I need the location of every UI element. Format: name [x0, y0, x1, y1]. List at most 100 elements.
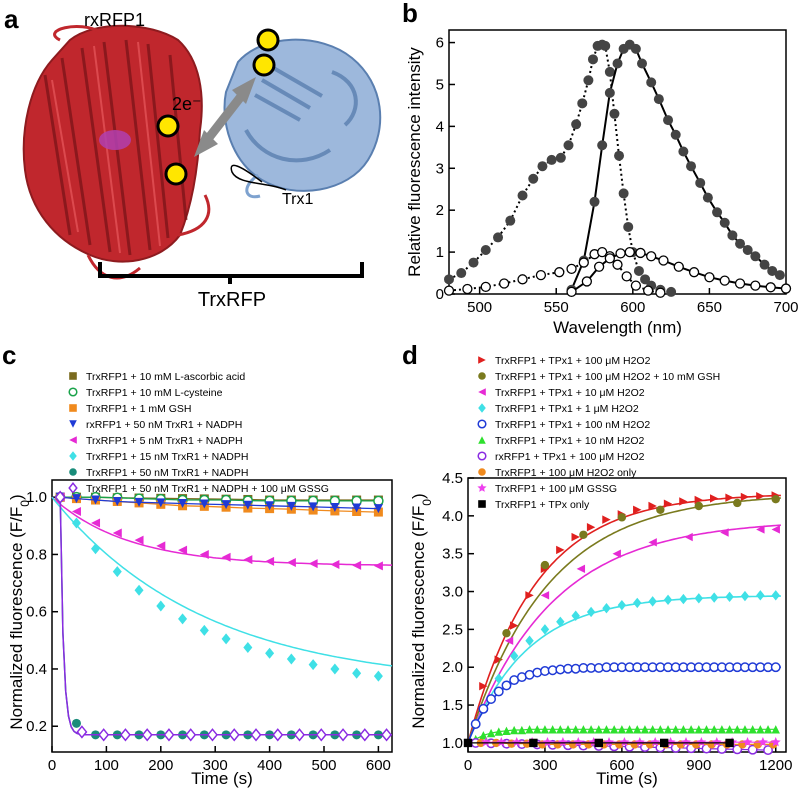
data-point — [478, 372, 486, 380]
x-axis-title: Wavelength (nm) — [553, 318, 682, 337]
series-markers — [55, 492, 383, 514]
data-point — [593, 261, 605, 272]
data-point — [617, 513, 627, 522]
data-point — [119, 728, 131, 742]
data-point — [725, 591, 734, 603]
y-tick-label: 3.0 — [442, 584, 463, 601]
trxrfp-label: TrxRFP — [198, 289, 266, 311]
x-tick-label: 650 — [697, 299, 722, 316]
data-point — [759, 259, 770, 270]
data-point — [486, 728, 496, 738]
data-point — [540, 591, 550, 600]
data-point — [265, 556, 275, 566]
data-point — [330, 559, 340, 569]
y-axis-title-subscript: 0 — [420, 499, 434, 506]
data-point — [748, 725, 757, 734]
data-point — [600, 40, 611, 51]
data-point — [719, 275, 730, 286]
data-point — [509, 725, 519, 735]
x-axis-title: Time (s) — [191, 769, 253, 788]
data-point — [221, 552, 231, 562]
data-point — [517, 725, 527, 735]
data-point — [112, 528, 122, 538]
data-point — [185, 728, 197, 742]
data-point — [537, 161, 548, 172]
data-point — [688, 267, 700, 278]
data-point — [581, 276, 593, 287]
y-tick-label: 3.5 — [442, 546, 463, 563]
data-point — [498, 278, 510, 289]
data-point — [373, 495, 384, 507]
legend-entry: rxRFP1 + TPx1 + 100 μM H2O2 — [495, 451, 645, 463]
data-point — [624, 246, 635, 258]
y-tick-label: 1.0 — [442, 735, 463, 752]
data-point — [502, 726, 511, 736]
data-point — [694, 495, 704, 505]
x-tick-label: 500 — [311, 757, 336, 774]
data-point — [604, 66, 615, 77]
data-point — [597, 246, 608, 258]
y-tick-label: 4.0 — [442, 508, 463, 525]
data-point — [337, 728, 349, 742]
data-point — [308, 659, 318, 671]
data-point — [630, 43, 641, 54]
data-point — [533, 725, 542, 734]
data-point — [650, 737, 661, 747]
data-point — [655, 287, 666, 298]
data-point — [352, 667, 362, 679]
x-tick-label: 900 — [686, 757, 711, 774]
data-point — [767, 265, 778, 276]
y-tick-label: 1.0 — [26, 489, 47, 506]
data-point — [71, 517, 81, 529]
data-point — [695, 177, 706, 188]
series-markers — [54, 490, 393, 742]
series-markers — [55, 492, 392, 740]
fit-line — [467, 494, 781, 744]
data-point — [478, 703, 489, 714]
data-point — [330, 502, 340, 512]
data-point — [740, 725, 750, 734]
data-point — [308, 559, 318, 569]
data-point — [243, 641, 253, 653]
data-point — [330, 663, 340, 675]
data-point — [576, 564, 586, 574]
data-point — [470, 719, 481, 729]
data-point — [112, 496, 122, 506]
data-point — [178, 545, 188, 555]
trx1-label: Trx1 — [282, 191, 314, 208]
data-point — [681, 737, 691, 747]
fit-line — [475, 728, 776, 740]
data-point — [69, 404, 77, 412]
data-point — [734, 278, 746, 289]
data-point — [509, 621, 519, 630]
y-axis-title-main: Normalized fluorescence (F/F — [409, 506, 428, 729]
data-point — [494, 673, 503, 684]
data-point — [352, 560, 362, 570]
data-point — [694, 501, 704, 511]
data-point — [733, 498, 742, 508]
data-point — [618, 188, 629, 199]
data-point — [696, 737, 707, 747]
data-point — [579, 725, 588, 734]
data-point — [221, 500, 231, 510]
data-point — [679, 725, 688, 734]
x-axis-title: Time (s) — [596, 769, 658, 788]
x-tick-label: 600 — [620, 299, 645, 316]
legend-entry: TrxRFP1 + 100 μM H2O2 only — [495, 467, 637, 479]
data-point — [529, 738, 538, 748]
data-point — [207, 728, 218, 742]
data-point — [286, 653, 296, 665]
legend-entry: TrxRFP1 + 50 nM TrxR1 + NADPH + 100 μM G… — [86, 483, 329, 495]
data-point — [554, 267, 565, 278]
data-point — [352, 503, 362, 513]
data-point — [663, 725, 673, 734]
data-point — [663, 115, 674, 126]
data-point — [373, 561, 383, 571]
data-point — [98, 728, 110, 742]
x-tick-label: 550 — [544, 299, 569, 316]
data-point — [577, 98, 588, 109]
h2o2-kinetics-chart: 0 300 600 900 1200 1.0 1.5 2.0 2.5 3.0 3.5 4.0 4.5 Ti… — [409, 355, 792, 788]
data-point — [617, 725, 627, 734]
data-point — [540, 560, 550, 570]
data-point — [479, 681, 488, 691]
